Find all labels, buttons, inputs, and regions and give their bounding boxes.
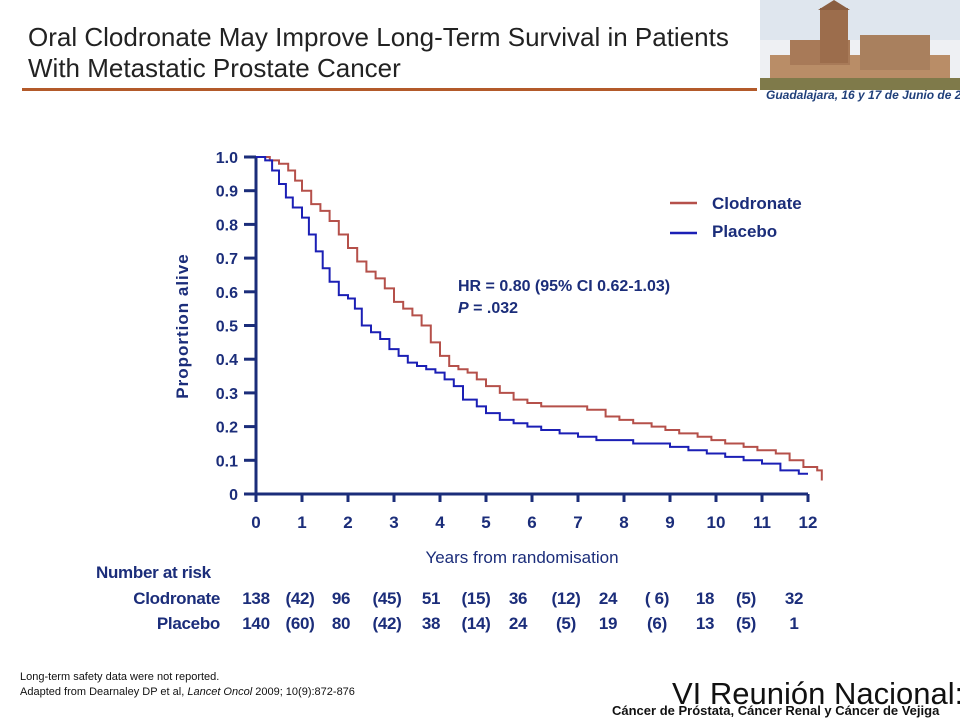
y-tick-label-8: 0.8 <box>216 217 238 234</box>
x-tick-label-9: 9 <box>665 513 674 532</box>
risk-row-label-placebo: Placebo <box>156 614 220 633</box>
x-tick-label-5: 5 <box>481 513 490 532</box>
risk-cell-placebo-1: (60) <box>285 614 315 633</box>
footnote: Long-term safety data were not reported.… <box>20 670 355 700</box>
risk-cell-placebo-3: (42) <box>372 614 402 633</box>
p-value: = .032 <box>468 300 519 317</box>
risk-cell-clodronate-2: 96 <box>331 589 351 608</box>
x-tick-label-0: 0 <box>251 513 260 532</box>
risk-cell-placebo-4: 38 <box>421 614 441 633</box>
risk-cell-placebo-9: (6) <box>647 614 667 633</box>
title-underline <box>22 88 757 91</box>
y-tick-label-6: 0.6 <box>216 285 238 302</box>
castle-banner-image <box>760 0 960 110</box>
risk-cell-clodronate-9: ( 6) <box>644 589 670 608</box>
x-tick-label-1: 1 <box>297 513 306 532</box>
risk-cell-placebo-6: 24 <box>508 614 528 633</box>
y-tick-label-9: 0.9 <box>216 184 238 201</box>
risk-cell-clodronate-4: 51 <box>421 589 441 608</box>
x-tick-label-7: 7 <box>573 513 582 532</box>
y-tick-label-4: 0.4 <box>216 352 238 369</box>
x-tick-label-10: 10 <box>707 513 726 532</box>
y-tick-label-1: 0.1 <box>216 453 238 470</box>
risk-cell-placebo-2: 80 <box>331 614 351 633</box>
risk-table-header: Number at risk <box>96 563 211 582</box>
risk-cell-clodronate-0: 138 <box>242 589 270 608</box>
risk-cell-placebo-8: 19 <box>598 614 618 633</box>
series-line-clodronate <box>256 156 823 481</box>
hazard-ratio-annotation: HR = 0.80 (95% CI 0.62-1.03) P = .032 <box>458 276 670 320</box>
x-tick-label-2: 2 <box>343 513 352 532</box>
x-tick-label-8: 8 <box>619 513 628 532</box>
risk-cell-clodronate-5: (15) <box>461 589 491 608</box>
legend-label-placebo: Placebo <box>712 222 778 241</box>
risk-cell-clodronate-12: 32 <box>784 589 804 608</box>
y-tick-label-7: 0.7 <box>216 251 238 268</box>
footnote-journal: Lancet Oncol <box>187 686 253 698</box>
slide-title-line-1: Oral Clodronate May Improve Long-Term Su… <box>28 22 729 52</box>
p-label: P <box>458 300 469 317</box>
slide-title: Oral Clodronate May Improve Long-Term Su… <box>28 22 768 84</box>
footnote-prefix: Adapted from Dearnaley DP et al, <box>20 686 188 698</box>
risk-cell-placebo-11: (5) <box>736 614 756 633</box>
x-tick-label-12: 12 <box>799 513 818 532</box>
y-tick-label-2: 0.2 <box>216 420 238 437</box>
slide-title-line-2: With Metastatic Prostate Cancer <box>28 53 401 83</box>
footnote-suffix: 2009; 10(9):872-876 <box>252 686 355 698</box>
risk-cell-placebo-7: (5) <box>556 614 576 633</box>
banner-caption: Guadalajara, 16 y 17 de Junio de 2011 <box>766 88 960 102</box>
y-tick-label-10: 1.0 <box>216 150 238 167</box>
x-tick-label-4: 4 <box>435 513 445 532</box>
x-tick-label-11: 11 <box>753 513 771 532</box>
series-line-placebo <box>256 156 808 475</box>
risk-cell-placebo-0: 140 <box>242 614 270 633</box>
x-axis-label: Years from randomisation <box>425 548 618 567</box>
risk-cell-placebo-12: 1 <box>789 614 799 633</box>
footnote-line-2: Adapted from Dearnaley DP et al, Lancet … <box>20 685 355 700</box>
risk-cell-clodronate-8: 24 <box>598 589 618 608</box>
x-tick-label-3: 3 <box>389 513 398 532</box>
y-tick-label-5: 0.5 <box>216 319 238 336</box>
x-tick-label-6: 6 <box>527 513 536 532</box>
risk-cell-clodronate-1: (42) <box>285 589 315 608</box>
hr-line: HR = 0.80 (95% CI 0.62-1.03) <box>458 278 671 295</box>
risk-cell-placebo-10: 13 <box>695 614 715 633</box>
y-tick-label-3: 0.3 <box>216 386 238 403</box>
risk-cell-clodronate-7: (12) <box>551 589 581 608</box>
risk-cell-placebo-5: (14) <box>461 614 491 633</box>
risk-cell-clodronate-11: (5) <box>736 589 756 608</box>
footer-title: VI Reunión Nacional: <box>672 676 960 711</box>
risk-cell-clodronate-10: 18 <box>695 589 715 608</box>
p-value-line: P = .032 <box>458 298 670 320</box>
risk-cell-clodronate-6: 36 <box>508 589 528 608</box>
footnote-line-1: Long-term safety data were not reported. <box>20 671 220 683</box>
y-tick-label-0: 0 <box>229 487 238 504</box>
footer-subtitle: Cáncer de Próstata, Cáncer Renal y Cánce… <box>612 703 940 718</box>
risk-cell-clodronate-3: (45) <box>372 589 402 608</box>
risk-row-label-clodronate: Clodronate <box>133 589 220 608</box>
legend-label-clodronate: Clodronate <box>712 194 802 213</box>
y-axis-label: Proportion alive <box>173 253 192 398</box>
